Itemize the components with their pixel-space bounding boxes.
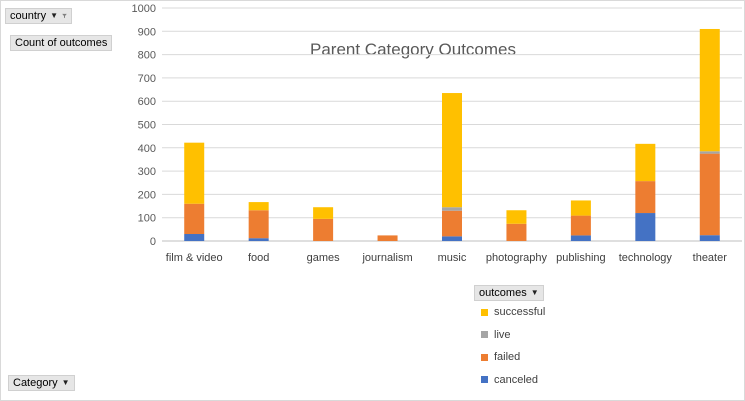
bar-segment-successful — [506, 210, 527, 224]
bar-segment-live — [442, 207, 462, 211]
bar-segment-successful — [248, 202, 269, 211]
bar-segment-canceled — [699, 235, 720, 241]
x-tick-label: journalism — [361, 252, 412, 264]
y-tick-label: 800 — [138, 50, 156, 62]
filter-icon — [62, 13, 67, 19]
bar-segment-failed — [570, 215, 591, 236]
legend-swatch — [481, 353, 488, 361]
y-tick-label: 200 — [138, 189, 156, 201]
chevron-down-icon: ▼ — [61, 378, 70, 387]
bar-segment-failed — [248, 210, 269, 239]
legend-item-live: live — [481, 329, 511, 341]
outcomes-legend-field-label: outcomes — [479, 287, 527, 299]
bar-segment-failed — [699, 153, 720, 236]
bar-segment-failed — [377, 235, 398, 241]
y-tick-label: 1000 — [132, 3, 156, 15]
bar-segment-live — [699, 151, 720, 154]
country-filter-label: country — [10, 10, 47, 22]
x-tick-label: music — [438, 252, 467, 264]
x-tick-label: film & video — [166, 252, 223, 264]
bar-segment-successful — [699, 28, 720, 152]
y-tick-label: 100 — [138, 213, 156, 225]
values-field-label: Count of outcomes — [15, 37, 108, 49]
bar-segment-canceled — [570, 235, 591, 241]
legend-label: live — [494, 328, 511, 341]
bar-segment-failed — [313, 218, 334, 241]
legend-swatch — [481, 331, 488, 338]
y-tick-label: 700 — [138, 73, 156, 85]
bar-segment-failed — [506, 223, 527, 241]
x-tick-label: food — [248, 252, 269, 264]
bar-segment-canceled — [248, 238, 269, 241]
legend-item-canceled: canceled — [481, 374, 538, 386]
outcomes-legend-field-button[interactable]: outcomes ▼ — [474, 285, 544, 301]
bar-segment-canceled — [635, 213, 656, 241]
y-tick-label: 900 — [138, 26, 156, 38]
chevron-down-icon: ▼ — [50, 11, 58, 20]
bar-segment-successful — [442, 93, 462, 208]
legend-item-failed: failed — [481, 351, 520, 363]
legend-swatch — [481, 376, 488, 383]
bar-segment-failed — [184, 203, 205, 235]
bar-segment-failed — [442, 210, 462, 237]
y-tick-label: 300 — [138, 166, 156, 178]
y-tick-label: 0 — [150, 236, 156, 248]
legend-label: successful — [494, 306, 546, 318]
category-field-button[interactable]: Category ▼ — [8, 375, 75, 391]
legend-item-successful: successful — [481, 306, 545, 318]
legend-label: failed — [494, 351, 521, 363]
bar-segment-canceled — [184, 234, 205, 241]
legend-label: canceled — [494, 373, 539, 386]
category-field-label: Category — [13, 377, 58, 389]
x-tick-label: theater — [693, 252, 728, 264]
x-tick-label: technology — [619, 252, 673, 264]
bar-segment-successful — [570, 200, 591, 216]
y-tick-label: 600 — [138, 96, 156, 108]
chevron-down-icon: ▼ — [530, 288, 539, 297]
bar-segment-successful — [313, 207, 334, 219]
bar-segment-successful — [184, 142, 205, 204]
x-tick-label: games — [307, 252, 341, 264]
y-tick-label: 400 — [138, 143, 156, 155]
bar-segment-failed — [635, 181, 656, 214]
x-tick-label: publishing — [556, 252, 606, 264]
x-tick-label: photography — [486, 252, 548, 264]
country-filter-button[interactable]: country ▼ — [5, 8, 72, 24]
bar-segment-successful — [635, 143, 656, 182]
y-tick-label: 500 — [138, 120, 156, 132]
bar-segment-canceled — [442, 236, 462, 241]
values-field-button[interactable]: Count of outcomes — [10, 35, 113, 51]
legend-swatch — [481, 308, 488, 316]
